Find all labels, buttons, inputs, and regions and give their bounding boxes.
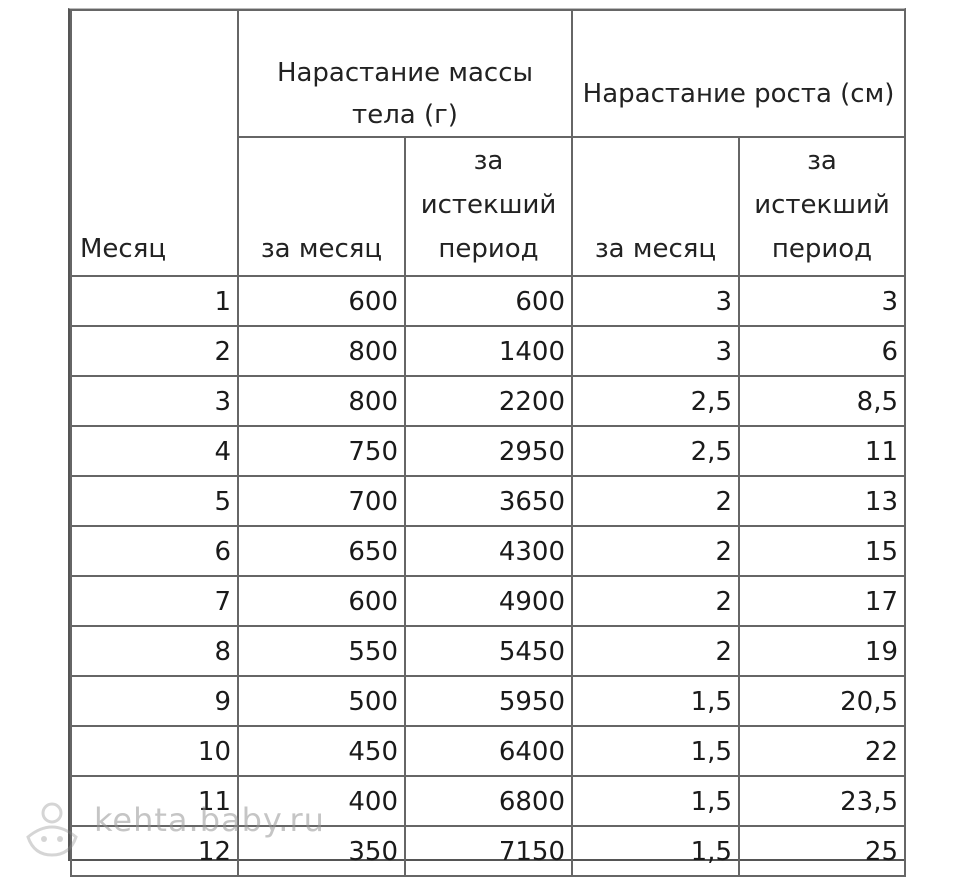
table-body: 1 600 600 3 3 2 800 1400 3 6 3 800 2200 … (70, 275, 907, 877)
mass-month-cell: 600 (237, 275, 406, 327)
height-month-cell: 2 (571, 475, 740, 527)
table-row: 11 400 6800 1,5 23,5 (70, 775, 907, 827)
header-row-groups: Месяц Нарастание массы тела (г) Нарастан… (70, 9, 907, 277)
month-cell: 6 (70, 525, 239, 577)
height-month-cell: 3 (571, 325, 740, 377)
mass-month-cell: 650 (237, 525, 406, 577)
mass-cumulative-header: за истекший период (404, 136, 573, 277)
month-cell: 9 (70, 675, 239, 727)
height-group-header: Нарастание роста (см) (570, 9, 907, 138)
mass-month-cell: 800 (237, 375, 406, 427)
mass-month-cell: 750 (237, 425, 406, 477)
table-row: 3 800 2200 2,5 8,5 (70, 375, 907, 427)
height-month-cell: 1,5 (571, 725, 740, 777)
mass-month-cell: 700 (237, 475, 406, 527)
height-total-cell: 25 (737, 825, 907, 877)
mass-month-cell: 500 (237, 675, 406, 727)
mass-month-cell: 450 (237, 725, 406, 777)
height-month-cell: 1,5 (571, 675, 740, 727)
mass-month-cell: 550 (237, 625, 406, 677)
height-total-cell: 19 (737, 625, 907, 677)
height-total-cell: 20,5 (737, 675, 907, 727)
growth-table: Месяц Нарастание массы тела (г) Нарастан… (70, 9, 907, 877)
month-cell: 10 (70, 725, 239, 777)
height-total-cell: 3 (737, 275, 907, 327)
table-row: 1 600 600 3 3 (70, 275, 907, 327)
height-cumulative-header: за истекший период (737, 136, 907, 277)
header-row-subcolumns: за месяц за истекший период за месяц за … (71, 136, 907, 277)
height-month-cell: 3 (571, 275, 740, 327)
month-cell: 3 (70, 375, 239, 427)
mass-total-cell: 1400 (404, 325, 573, 377)
mass-month-cell: 600 (237, 575, 406, 627)
height-total-cell: 8,5 (737, 375, 907, 427)
height-total-cell: 11 (737, 425, 907, 477)
month-cell: 5 (70, 475, 239, 527)
month-cell: 2 (70, 325, 239, 377)
mass-total-cell: 4300 (404, 525, 573, 577)
table-row: 6 650 4300 2 15 (70, 525, 907, 577)
table-row: 8 550 5450 2 19 (70, 625, 907, 677)
height-per-month-header: за месяц (571, 136, 740, 277)
table-row: 10 450 6400 1,5 22 (70, 725, 907, 777)
table-row: 12 350 7150 1,5 25 (70, 825, 907, 877)
table-row: 5 700 3650 2 13 (70, 475, 907, 527)
mass-total-cell: 600 (404, 275, 573, 327)
month-cell: 12 (70, 825, 239, 877)
mass-total-cell: 7150 (404, 825, 573, 877)
height-total-cell: 15 (737, 525, 907, 577)
height-month-cell: 1,5 (571, 775, 740, 827)
height-total-cell: 6 (737, 325, 907, 377)
month-column-header: Месяц (70, 9, 239, 277)
mass-month-cell: 800 (237, 325, 406, 377)
height-month-cell: 2 (571, 625, 740, 677)
month-cell: 8 (70, 625, 239, 677)
mass-per-month-header: за месяц (237, 136, 406, 277)
mass-total-cell: 2950 (404, 425, 573, 477)
mass-total-cell: 5450 (404, 625, 573, 677)
height-month-cell: 2 (571, 575, 740, 627)
height-total-cell: 22 (737, 725, 907, 777)
table-row: 7 600 4900 2 17 (70, 575, 907, 627)
month-cell: 4 (70, 425, 239, 477)
mass-total-cell: 5950 (404, 675, 573, 727)
mass-total-cell: 6400 (404, 725, 573, 777)
mass-total-cell: 2200 (404, 375, 573, 427)
spreadsheet: Месяц Нарастание массы тела (г) Нарастан… (68, 8, 907, 877)
mass-total-cell: 6800 (404, 775, 573, 827)
mass-total-cell: 3650 (404, 475, 573, 527)
height-total-cell: 13 (737, 475, 907, 527)
table-row: 2 800 1400 3 6 (70, 325, 907, 377)
table-row: 4 750 2950 2,5 11 (70, 425, 907, 477)
table-row: 9 500 5950 1,5 20,5 (70, 675, 907, 727)
mass-month-cell: 350 (237, 825, 406, 877)
month-cell: 11 (70, 775, 239, 827)
height-month-cell: 1,5 (571, 825, 740, 877)
height-total-cell: 17 (737, 575, 907, 627)
height-total-cell: 23,5 (737, 775, 907, 827)
height-month-cell: 2,5 (571, 375, 740, 427)
height-month-cell: 2 (571, 525, 740, 577)
mass-group-header: Нарастание массы тела (г) (237, 9, 573, 138)
mass-month-cell: 400 (237, 775, 406, 827)
month-cell: 7 (70, 575, 239, 627)
month-cell: 1 (70, 275, 239, 327)
height-month-cell: 2,5 (571, 425, 740, 477)
mass-total-cell: 4900 (404, 575, 573, 627)
